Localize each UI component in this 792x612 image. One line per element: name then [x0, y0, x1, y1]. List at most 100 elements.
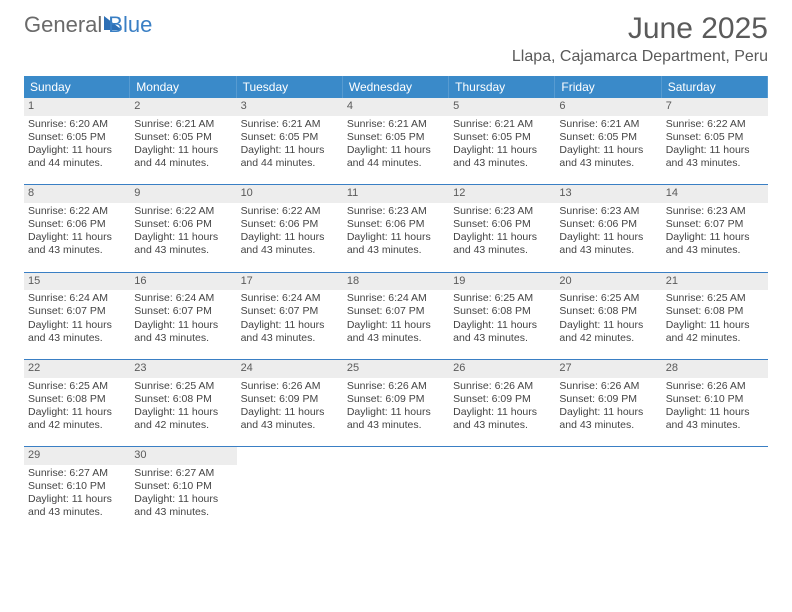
day-line: Sunrise: 6:21 AM [559, 118, 657, 131]
day-line: and 43 minutes. [453, 157, 551, 170]
day-body: Sunrise: 6:21 AMSunset: 6:05 PMDaylight:… [555, 116, 661, 175]
day-line: and 44 minutes. [241, 157, 339, 170]
day-line: and 43 minutes. [347, 419, 445, 432]
day-line: Sunrise: 6:21 AM [453, 118, 551, 131]
day-number: 12 [449, 185, 555, 203]
day-line: Daylight: 11 hours [347, 406, 445, 419]
day-line: Sunset: 6:09 PM [241, 393, 339, 406]
day-number: 20 [555, 273, 661, 291]
day-line: and 43 minutes. [134, 332, 232, 345]
day-number: 5 [449, 98, 555, 116]
day-line: and 43 minutes. [28, 506, 126, 519]
day-line: Sunrise: 6:26 AM [559, 380, 657, 393]
day-number: 21 [662, 273, 768, 291]
day-line: Sunrise: 6:27 AM [134, 467, 232, 480]
day-line: Daylight: 11 hours [666, 231, 764, 244]
day-line: Sunset: 6:05 PM [453, 131, 551, 144]
day-cell: 10Sunrise: 6:22 AMSunset: 6:06 PMDayligh… [237, 185, 343, 261]
day-number: 30 [130, 447, 236, 465]
day-line: Sunrise: 6:21 AM [241, 118, 339, 131]
day-line: Sunset: 6:09 PM [347, 393, 445, 406]
day-line: Sunrise: 6:25 AM [453, 292, 551, 305]
dow-cell: Saturday [662, 76, 768, 98]
day-number: 6 [555, 98, 661, 116]
day-line: Sunrise: 6:22 AM [241, 205, 339, 218]
day-line: Sunset: 6:08 PM [453, 305, 551, 318]
day-body: Sunrise: 6:25 AMSunset: 6:08 PMDaylight:… [24, 378, 130, 437]
day-line: Daylight: 11 hours [347, 231, 445, 244]
dow-cell: Friday [555, 76, 661, 98]
day-line: Sunrise: 6:22 AM [666, 118, 764, 131]
day-line: Sunset: 6:05 PM [666, 131, 764, 144]
day-line: Daylight: 11 hours [241, 406, 339, 419]
day-cell: 29Sunrise: 6:27 AMSunset: 6:10 PMDayligh… [24, 447, 130, 523]
day-body: Sunrise: 6:25 AMSunset: 6:08 PMDaylight:… [130, 378, 236, 437]
day-line: Sunset: 6:06 PM [347, 218, 445, 231]
day-line: and 43 minutes. [453, 419, 551, 432]
day-number: 26 [449, 360, 555, 378]
day-line: Sunrise: 6:25 AM [134, 380, 232, 393]
day-number: 7 [662, 98, 768, 116]
day-number: 10 [237, 185, 343, 203]
day-cell: 14Sunrise: 6:23 AMSunset: 6:07 PMDayligh… [662, 185, 768, 261]
day-number: 16 [130, 273, 236, 291]
day-line: and 42 minutes. [134, 419, 232, 432]
day-line: Sunset: 6:06 PM [134, 218, 232, 231]
day-cell: 21Sunrise: 6:25 AMSunset: 6:08 PMDayligh… [662, 273, 768, 349]
day-body: Sunrise: 6:23 AMSunset: 6:06 PMDaylight:… [343, 203, 449, 262]
day-body: Sunrise: 6:24 AMSunset: 6:07 PMDaylight:… [343, 290, 449, 349]
day-line: Sunset: 6:08 PM [134, 393, 232, 406]
day-line: Sunrise: 6:26 AM [666, 380, 764, 393]
day-number: 13 [555, 185, 661, 203]
day-number: 14 [662, 185, 768, 203]
day-line: Sunset: 6:06 PM [559, 218, 657, 231]
day-cell [449, 447, 555, 523]
title-block: June 2025 Llapa, Cajamarca Department, P… [512, 12, 768, 66]
day-cell: 4Sunrise: 6:21 AMSunset: 6:05 PMDaylight… [343, 98, 449, 174]
day-line: and 43 minutes. [453, 332, 551, 345]
day-body: Sunrise: 6:22 AMSunset: 6:06 PMDaylight:… [130, 203, 236, 262]
week-row: 1Sunrise: 6:20 AMSunset: 6:05 PMDaylight… [24, 98, 768, 174]
day-line: Sunrise: 6:25 AM [28, 380, 126, 393]
day-line: Sunrise: 6:25 AM [666, 292, 764, 305]
day-line: and 43 minutes. [559, 419, 657, 432]
day-line: Sunrise: 6:25 AM [559, 292, 657, 305]
day-body: Sunrise: 6:22 AMSunset: 6:06 PMDaylight:… [24, 203, 130, 262]
day-line: Sunrise: 6:26 AM [241, 380, 339, 393]
day-line: Sunset: 6:05 PM [347, 131, 445, 144]
day-line: Sunset: 6:05 PM [134, 131, 232, 144]
day-line: Sunset: 6:10 PM [666, 393, 764, 406]
day-line: Sunset: 6:08 PM [666, 305, 764, 318]
day-line: Sunset: 6:07 PM [347, 305, 445, 318]
day-cell: 25Sunrise: 6:26 AMSunset: 6:09 PMDayligh… [343, 360, 449, 436]
day-number: 19 [449, 273, 555, 291]
day-body: Sunrise: 6:23 AMSunset: 6:06 PMDaylight:… [449, 203, 555, 262]
day-line: Daylight: 11 hours [559, 231, 657, 244]
day-number: 8 [24, 185, 130, 203]
day-line: Sunset: 6:07 PM [28, 305, 126, 318]
day-line: and 44 minutes. [134, 157, 232, 170]
day-cell: 5Sunrise: 6:21 AMSunset: 6:05 PMDaylight… [449, 98, 555, 174]
day-body: Sunrise: 6:26 AMSunset: 6:10 PMDaylight:… [662, 378, 768, 437]
day-line: and 43 minutes. [347, 244, 445, 257]
dow-cell: Monday [130, 76, 236, 98]
day-line: Sunset: 6:08 PM [28, 393, 126, 406]
day-line: Sunset: 6:05 PM [28, 131, 126, 144]
day-of-week-header: SundayMondayTuesdayWednesdayThursdayFrid… [24, 76, 768, 98]
day-line: Daylight: 11 hours [241, 319, 339, 332]
dow-cell: Thursday [449, 76, 555, 98]
day-number: 9 [130, 185, 236, 203]
day-line: Sunrise: 6:24 AM [134, 292, 232, 305]
day-line: Sunset: 6:10 PM [28, 480, 126, 493]
day-line: Daylight: 11 hours [559, 406, 657, 419]
day-cell: 16Sunrise: 6:24 AMSunset: 6:07 PMDayligh… [130, 273, 236, 349]
day-number: 1 [24, 98, 130, 116]
month-title: June 2025 [512, 12, 768, 46]
day-line: and 43 minutes. [134, 244, 232, 257]
day-line: and 44 minutes. [347, 157, 445, 170]
day-line: Sunset: 6:09 PM [453, 393, 551, 406]
day-body: Sunrise: 6:24 AMSunset: 6:07 PMDaylight:… [130, 290, 236, 349]
day-cell: 7Sunrise: 6:22 AMSunset: 6:05 PMDaylight… [662, 98, 768, 174]
day-body: Sunrise: 6:23 AMSunset: 6:07 PMDaylight:… [662, 203, 768, 262]
day-line: Daylight: 11 hours [28, 406, 126, 419]
